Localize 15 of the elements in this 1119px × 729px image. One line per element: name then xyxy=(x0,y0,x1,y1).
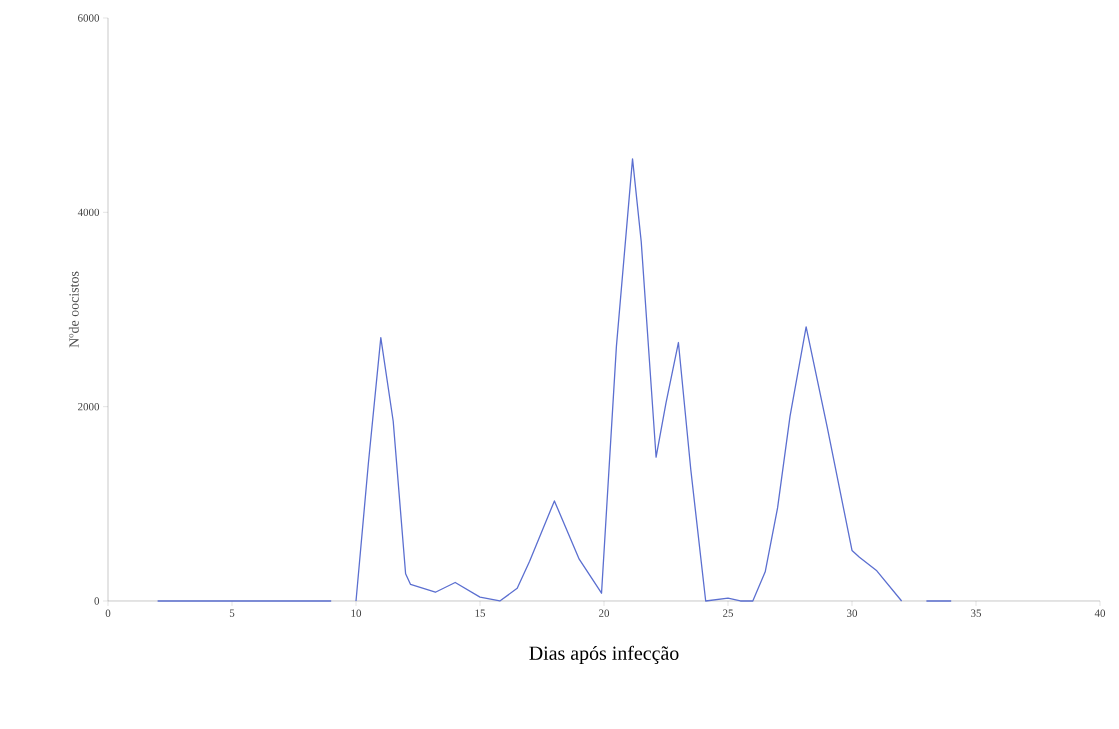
y-tick-label: 0 xyxy=(94,597,100,605)
x-tick-label: 25 xyxy=(723,609,734,617)
x-tick-label: 15 xyxy=(475,609,486,617)
y-tick-label: 6000 xyxy=(78,14,100,22)
y-axis-title: Nºde oocistos xyxy=(68,271,79,348)
y-tick-label: 4000 xyxy=(77,208,100,217)
x-tick-label: 0 xyxy=(105,609,111,617)
x-tick-label: 5 xyxy=(229,609,235,617)
x-axis-title: Dias após infecção xyxy=(529,645,679,664)
x-tick-label: 35 xyxy=(971,609,982,617)
y-tick-label: 2000 xyxy=(78,402,100,411)
x-tick-label: 10 xyxy=(351,609,362,617)
x-tick-label: 30 xyxy=(847,609,858,617)
x-tick-label: 20 xyxy=(599,609,610,617)
x-tick-label: 40 xyxy=(1094,609,1106,617)
